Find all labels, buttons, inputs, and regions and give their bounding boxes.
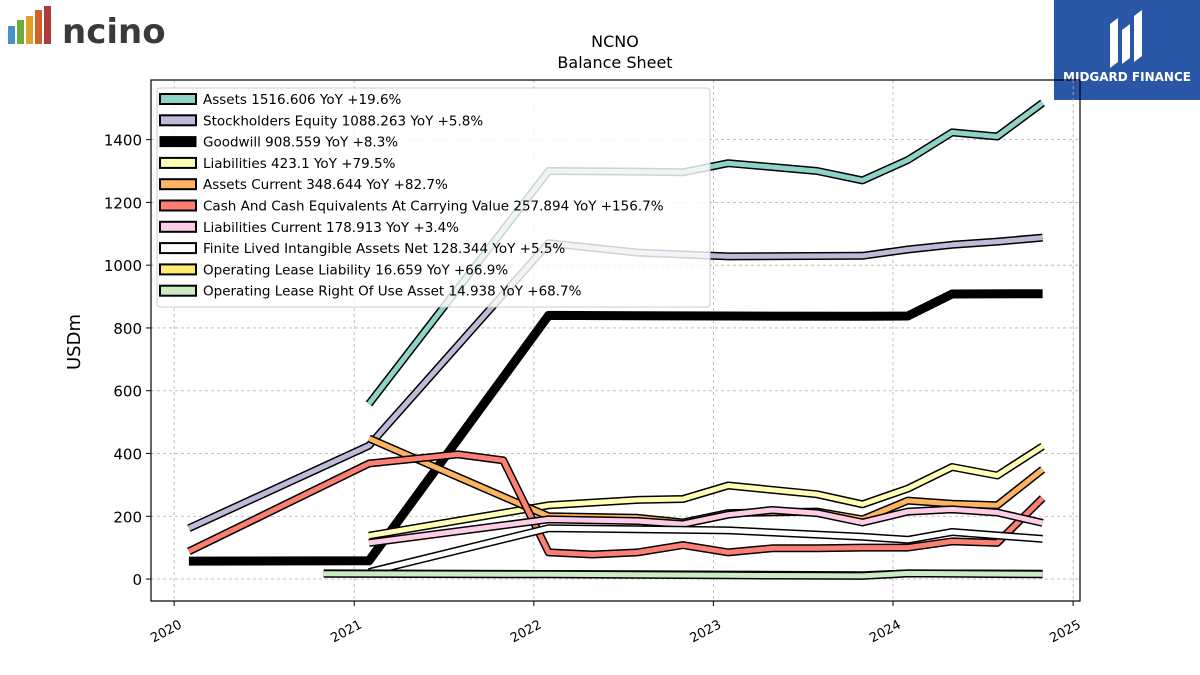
logo-mark-left	[1110, 18, 1118, 68]
y-tick-label: 1200	[104, 194, 142, 212]
series-line	[368, 506, 1044, 546]
series-line	[368, 525, 1043, 575]
logo-bar-4	[35, 10, 42, 44]
legend-label: Stockholders Equity 1088.263 YoY +5.8%	[203, 113, 483, 129]
legend-label: Liabilities Current 178.913 YoY +3.4%	[203, 220, 459, 236]
legend-label: Operating Lease Right Of Use Asset 14.93…	[203, 284, 582, 300]
y-axis-ticks: 0 200 400 600 800 1000 1200 1400	[104, 132, 151, 589]
x-tick-label: 2023	[688, 618, 724, 647]
plot-frame	[150, 79, 1081, 602]
chart-subtitle: Balance Sheet	[557, 53, 672, 72]
y-tick-label: 1000	[104, 257, 142, 275]
x-tick-label: 2022	[508, 618, 544, 647]
ncino-logo-text: ncino.	[62, 12, 166, 48]
legend-label: Assets Current 348.644 YoY +82.7%	[203, 177, 448, 193]
y-tick-label: 1400	[104, 132, 142, 150]
y-tick-label: 0	[132, 571, 142, 589]
x-tick-label: 2020	[148, 618, 184, 647]
logo-bar-1	[8, 26, 15, 44]
y-tick-label: 400	[113, 445, 142, 463]
series-line	[187, 235, 1043, 531]
legend-swatch	[159, 136, 197, 148]
legend-swatch	[159, 178, 197, 191]
legend-box	[156, 87, 711, 308]
x-tick-label: 2025	[1047, 618, 1083, 647]
legend-label: Liabilities 423.1 YoY +79.5%	[203, 156, 396, 172]
chart-title: NCNO	[591, 32, 639, 51]
legend-swatch	[159, 114, 197, 127]
y-axis-label: USDm	[64, 314, 85, 370]
legend-swatch	[159, 263, 197, 276]
legend-label: Goodwill 908.559 YoY +8.3%	[203, 135, 398, 151]
series-line	[323, 570, 1043, 579]
legend-swatch	[159, 242, 197, 255]
legend-swatch	[159, 156, 197, 169]
legend-swatch	[159, 220, 197, 233]
series-lines	[187, 99, 1046, 580]
y-tick-label: 600	[113, 383, 142, 401]
logo-bar-2	[17, 20, 24, 44]
x-tick-label: 2024	[867, 618, 903, 647]
midgard-finance-text: MIDGARD FINANCE	[1063, 70, 1191, 84]
ncino-logo: ncino.	[6, 4, 179, 52]
series-line	[188, 289, 1043, 566]
logo-mark-middle	[1122, 24, 1130, 64]
legend: Assets 1516.606 YoY +19.6% Stockholders E…	[156, 87, 711, 308]
legend-label: Operating Lease Liability 16.659 YoY +66…	[203, 262, 508, 278]
x-tick-label: 2021	[328, 618, 364, 647]
legend-label: Assets 1516.606 YoY +19.6%	[203, 92, 402, 108]
logo-bar-5	[44, 6, 51, 44]
legend-swatch	[159, 199, 197, 212]
y-tick-label: 800	[113, 320, 142, 338]
legend-label: Finite Lived Intangible Assets Net 128.3…	[203, 241, 565, 257]
series-line	[187, 451, 1045, 557]
x-axis-ticks: 2020 2021 2022 2023 2024 2025	[148, 601, 1084, 647]
y-tick-label: 200	[113, 508, 142, 526]
midgard-finance-logo: MIDGARD FINANCE	[1054, 0, 1200, 100]
legend-swatch	[159, 93, 197, 105]
series-line	[368, 444, 1044, 539]
logo-mark-right	[1134, 10, 1142, 62]
legend-label: Cash And Cash Equivalents At Carrying Va…	[203, 199, 664, 215]
legend-swatch	[159, 284, 197, 297]
logo-bar-3	[26, 16, 33, 44]
